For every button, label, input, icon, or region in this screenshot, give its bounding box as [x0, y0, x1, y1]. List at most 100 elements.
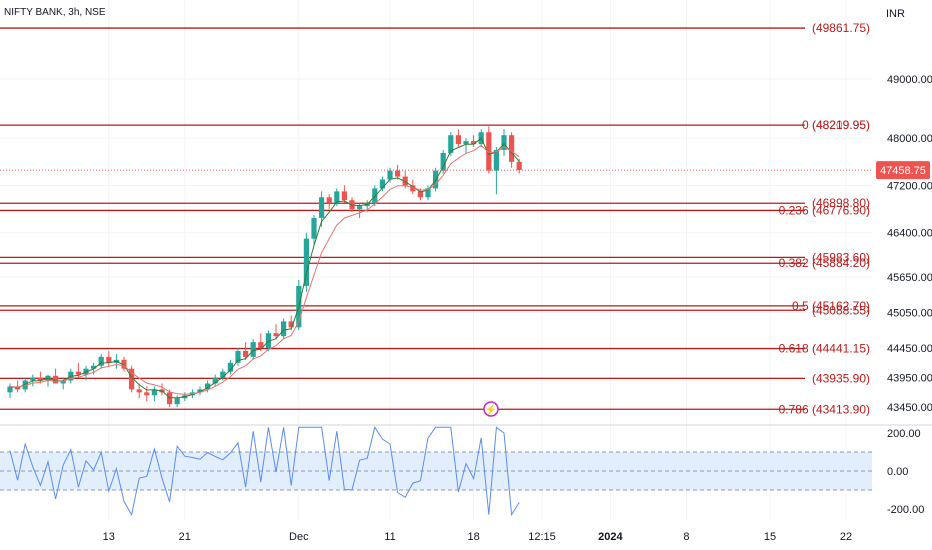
ma-line — [9, 137, 520, 399]
ma-line — [9, 144, 520, 395]
candle-body — [417, 191, 423, 198]
candle-body — [258, 342, 264, 349]
y-tick-label: 43950.00 — [887, 373, 932, 385]
candle-body — [334, 191, 340, 204]
candle-body — [144, 392, 150, 396]
candle-body — [501, 135, 507, 150]
x-tick-label: 12:15 — [528, 531, 556, 543]
x-tick-label: 22 — [840, 531, 852, 543]
candle-body — [151, 389, 157, 396]
candles — [7, 126, 522, 408]
candle-body — [235, 350, 241, 363]
x-tick-label: 8 — [683, 531, 689, 543]
candle-body — [326, 197, 332, 204]
candle-body — [243, 350, 249, 357]
moving-averages — [9, 137, 520, 399]
candle-body — [37, 377, 43, 381]
fib-label: 0.236 (46776.90) — [779, 203, 870, 217]
osc-tick-label: 0.00 — [887, 466, 908, 478]
fib-label: (45983.60) — [812, 250, 870, 264]
y-tick-label: 43450.00 — [887, 402, 932, 414]
x-tick-label: 15 — [764, 531, 776, 543]
candle-body — [303, 238, 309, 286]
fib-label: 0 (48219.95) — [802, 118, 870, 132]
candle-body — [129, 368, 135, 390]
svg-text:⚡: ⚡ — [485, 403, 497, 416]
x-tick-label: 2024 — [598, 531, 623, 543]
x-tick-label: Dec — [289, 531, 309, 543]
candle-body — [98, 356, 104, 366]
candle-body — [509, 135, 515, 162]
fib-label: 0.5 (45162.70) — [792, 299, 870, 313]
candle-body — [455, 135, 461, 145]
price-axis: 200.00 0.00 -200.00 49000.00 48000.00 47200.0… — [887, 74, 932, 516]
fib-label: (46898.80) — [812, 196, 870, 210]
fib-label: (43935.90) — [812, 371, 870, 385]
y-tick-label: 45650.00 — [887, 272, 932, 284]
event-icon[interactable]: ⚡ — [483, 401, 499, 417]
candle-body — [440, 152, 446, 171]
last-price-tag: 47458.75 — [0, 161, 930, 180]
candle-body — [410, 185, 416, 192]
candle-body — [212, 377, 218, 384]
candle-body — [425, 188, 431, 198]
candle-body — [281, 321, 287, 337]
candle-body — [288, 321, 294, 328]
candle-body — [463, 141, 469, 145]
candle-body — [205, 383, 211, 390]
x-tick-label: 11 — [384, 531, 395, 543]
candle-body — [341, 191, 347, 201]
candle-body — [91, 365, 97, 369]
candle-body — [319, 197, 325, 218]
candle-body — [273, 333, 279, 337]
y-tick-label: 49000.00 — [887, 74, 932, 86]
candle-body — [220, 371, 226, 378]
candle-body — [30, 377, 36, 381]
x-tick-label: 21 — [179, 531, 191, 543]
candle-body — [60, 380, 66, 384]
candle-body — [395, 170, 401, 177]
last-price-badge — [876, 161, 930, 180]
fib-label: 0.786 (43413.90) — [779, 402, 870, 416]
x-tick-label: 18 — [467, 531, 479, 543]
candle-body — [136, 389, 142, 393]
candle-body — [311, 217, 317, 239]
last-price-value: 47458.75 — [880, 165, 926, 177]
fib-label-overlap: (48209.95) — [812, 118, 870, 132]
candle-body — [448, 135, 454, 153]
candle-body — [387, 170, 393, 180]
candle-body — [379, 179, 385, 189]
candle-body — [75, 371, 81, 375]
oscillator-pane — [0, 424, 932, 517]
y-tick-label: 46400.00 — [887, 228, 932, 240]
candle-body — [357, 206, 363, 210]
candle-body — [471, 141, 477, 145]
osc-line — [9, 426, 520, 517]
candle-body — [167, 392, 173, 405]
osc-tick-label: -200.00 — [887, 504, 924, 516]
candle-body — [121, 359, 127, 369]
grid — [0, 0, 872, 520]
candle-body — [197, 389, 203, 393]
fib-levels: (49861.75) 0 (48219.95)(48209.95) (46898.8… — [0, 21, 870, 416]
candle-body — [486, 132, 492, 171]
candle-body — [7, 386, 13, 393]
fib-label: (49861.75) — [812, 21, 870, 35]
candle-body — [516, 161, 522, 171]
fib-label: 0.618 (44441.15) — [779, 342, 870, 356]
y-tick-label: 44450.00 — [887, 343, 932, 355]
candle-body — [493, 149, 499, 171]
fib-label: 0.382 (45884.20) — [779, 256, 870, 270]
candle-body — [106, 356, 112, 363]
candle-body — [227, 362, 233, 372]
fib-label: (45088.55) — [812, 303, 870, 317]
y-tick-label: 47200.00 — [887, 180, 932, 192]
y-tick-label: 45050.00 — [887, 308, 932, 320]
candle-body — [250, 342, 256, 357]
candle-body — [53, 375, 59, 384]
currency-label[interactable]: INR — [886, 8, 905, 20]
candle-body — [402, 176, 408, 186]
y-tick-label: 48000.00 — [887, 133, 932, 145]
